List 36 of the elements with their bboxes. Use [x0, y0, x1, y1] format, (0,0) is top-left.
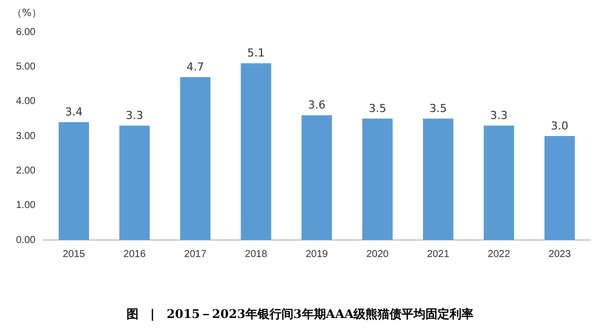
data-label: 3.5	[368, 102, 386, 116]
y-tick-label: 0.00	[16, 234, 36, 246]
bar	[302, 115, 332, 240]
data-label: 4.7	[186, 60, 204, 74]
data-label: 3.0	[550, 119, 568, 132]
bar	[544, 136, 575, 240]
bar	[240, 63, 272, 240]
x-tick-label: 2020	[366, 248, 390, 260]
x-tick-label: 2015	[62, 248, 86, 260]
bar	[119, 126, 150, 240]
data-label: 5.1	[247, 46, 265, 60]
bar	[180, 77, 210, 240]
data-label: 3.4	[65, 105, 83, 118]
x-tick-label: 2018	[244, 248, 268, 260]
data-label: 3.6	[308, 98, 326, 112]
bar	[362, 118, 393, 240]
x-tick-label: 2023	[548, 248, 572, 260]
data-label: 3.3	[490, 108, 508, 122]
bar	[484, 126, 514, 240]
y-axis-title: （%）	[12, 7, 42, 20]
y-tick-label: 2.00	[16, 165, 36, 176]
x-tick-label: 2019	[306, 248, 328, 260]
x-tick-label: 2022	[488, 248, 510, 260]
x-tick-label: 2017	[184, 248, 207, 260]
y-tick-label: 6.00	[16, 26, 36, 38]
text: 图 | 2015－2023年银行间3年期AAA级熊猫债平均固定利率	[125, 306, 475, 323]
x-tick-label: 2021	[427, 248, 450, 260]
bar	[58, 122, 90, 240]
y-tick-label: 5.00	[16, 61, 36, 72]
bar	[423, 118, 454, 240]
y-tick-label: 4.00	[16, 96, 36, 108]
y-tick-label: 1.00	[16, 200, 36, 212]
data-label: 3.3	[126, 108, 144, 122]
y-tick-label: 3.00	[16, 130, 36, 142]
x-tick-label: 2016	[123, 248, 146, 260]
data-label: 3.5	[429, 102, 447, 116]
